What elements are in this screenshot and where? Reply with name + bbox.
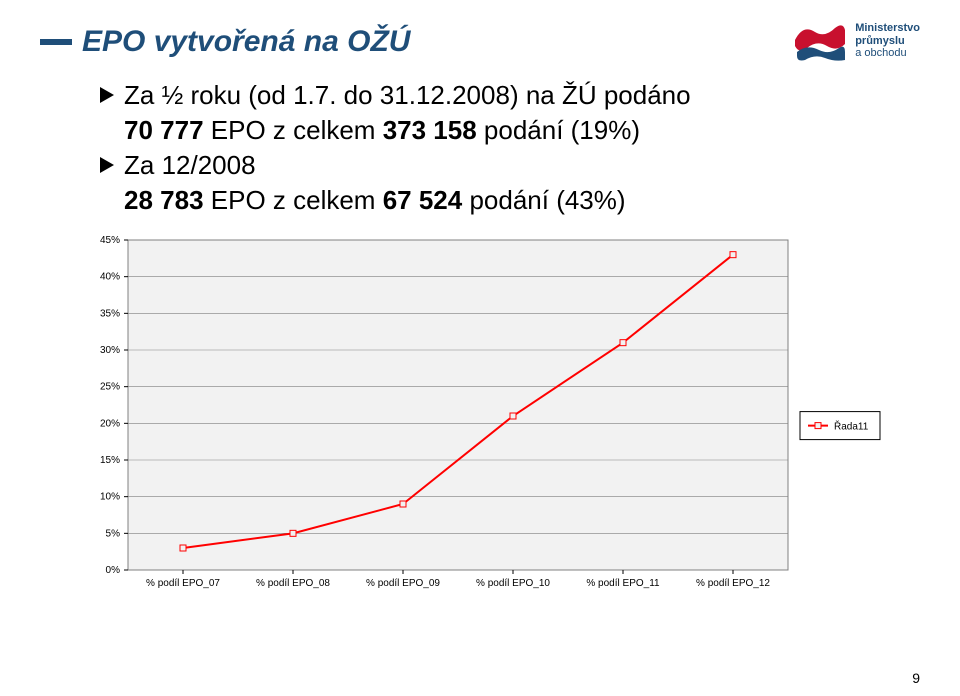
logo-mark-icon xyxy=(793,22,847,62)
svg-text:0%: 0% xyxy=(106,565,121,576)
svg-text:45%: 45% xyxy=(100,235,120,246)
svg-text:15%: 15% xyxy=(100,455,120,466)
slide-root: EPO vytvořená na OŽÚ Ministerstvo průmys… xyxy=(0,0,960,696)
logo-line2: průmyslu xyxy=(855,35,920,48)
header: EPO vytvořená na OŽÚ Ministerstvo průmys… xyxy=(40,22,920,62)
svg-text:% podíl EPO_09: % podíl EPO_09 xyxy=(366,578,440,589)
bullet-1-tail: podání (19%) xyxy=(477,115,640,145)
chart-container: 0% 5% 10% 15% 20% 25% 30% 35% 40% 45% % podíl EPO_… xyxy=(80,232,900,612)
svg-text:% podíl EPO_07: % podíl EPO_07 xyxy=(146,578,220,589)
bullet-2: Za 12/2008 xyxy=(100,150,920,181)
svg-text:Řada11: Řada11 xyxy=(834,420,869,433)
bullet-2-tail: podání (43%) xyxy=(462,185,625,215)
svg-text:% podíl EPO_08: % podíl EPO_08 xyxy=(256,578,330,589)
line-chart: 0% 5% 10% 15% 20% 25% 30% 35% 40% 45% % podíl EPO_… xyxy=(80,232,900,612)
bullet-2-detail: 28 783 EPO z celkem 67 524 podání (43%) xyxy=(124,185,920,216)
bullet-marker-icon xyxy=(100,157,114,173)
bullet-1-num1: 70 777 xyxy=(124,115,204,145)
title-wrap: EPO vytvořená na OŽÚ xyxy=(40,25,410,59)
bullet-2-num1: 28 783 xyxy=(124,185,204,215)
logo-line3: a obchodu xyxy=(855,47,920,60)
svg-text:35%: 35% xyxy=(100,308,120,319)
page-number: 9 xyxy=(912,670,920,686)
svg-text:10%: 10% xyxy=(100,492,120,503)
svg-text:% podíl EPO_11: % podíl EPO_11 xyxy=(586,578,660,589)
ministry-logo: Ministerstvo průmyslu a obchodu xyxy=(793,22,920,62)
logo-text: Ministerstvo průmyslu a obchodu xyxy=(855,22,920,60)
bullet-2-mid: EPO z celkem xyxy=(204,185,383,215)
svg-text:% podíl EPO_12: % podíl EPO_12 xyxy=(696,578,770,589)
bullet-1-detail: 70 777 EPO z celkem 373 158 podání (19%) xyxy=(124,115,920,146)
svg-text:5%: 5% xyxy=(106,528,121,539)
svg-text:30%: 30% xyxy=(100,345,120,356)
title-accent-bar xyxy=(40,39,72,45)
slide-title: EPO vytvořená na OŽÚ xyxy=(82,25,410,59)
bullet-1-mid: EPO z celkem xyxy=(204,115,383,145)
bullet-1-text: Za ½ roku (od 1.7. do 31.12.2008) na ŽÚ … xyxy=(124,80,691,111)
logo-line1: Ministerstvo xyxy=(855,22,920,35)
content-block: Za ½ roku (od 1.7. do 31.12.2008) na ŽÚ … xyxy=(100,80,920,216)
bullet-1: Za ½ roku (od 1.7. do 31.12.2008) na ŽÚ … xyxy=(100,80,920,111)
bullet-1-num2: 373 158 xyxy=(383,115,477,145)
svg-text:25%: 25% xyxy=(100,382,120,393)
svg-text:% podíl EPO_10: % podíl EPO_10 xyxy=(476,578,550,589)
bullet-marker-icon xyxy=(100,87,114,103)
svg-text:40%: 40% xyxy=(100,272,120,283)
bullet-2-text: Za 12/2008 xyxy=(124,150,256,181)
bullet-2-num2: 67 524 xyxy=(383,185,463,215)
svg-text:20%: 20% xyxy=(100,418,120,429)
